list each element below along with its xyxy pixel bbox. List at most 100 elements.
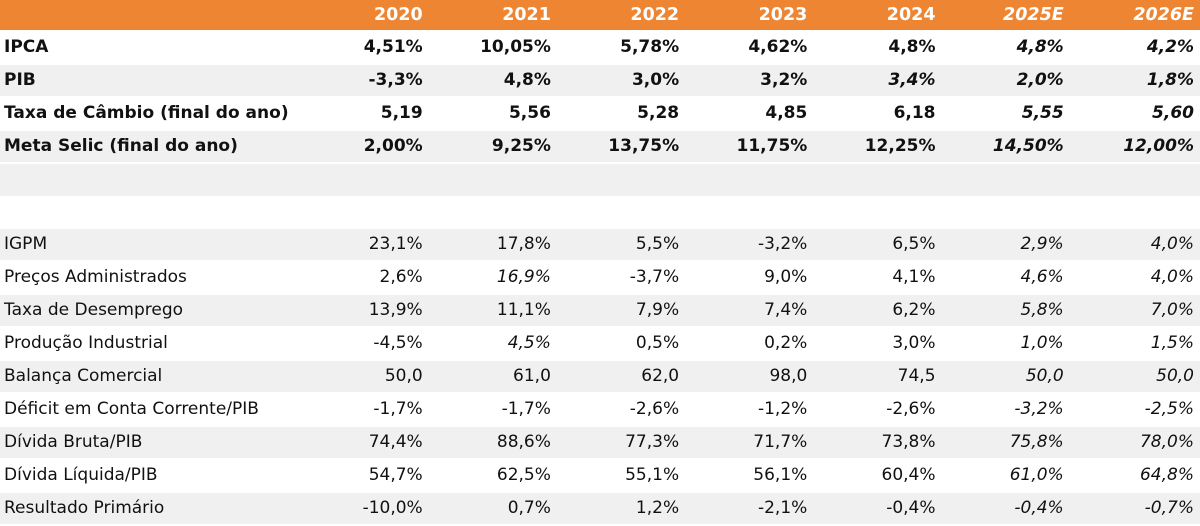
table-row: Taxa de Desemprego 13,9% 11,1% 7,9% 7,4% 6,2%…	[0, 295, 1200, 328]
header-cell-year: 2026E	[1069, 0, 1200, 32]
value-cell: -2,6%	[556, 394, 686, 427]
value-cell: 5,56	[428, 98, 557, 131]
table-row: Dívida Líquida/PIB 54,7% 62,5% 55,1% 56,1% 60…	[0, 460, 1200, 493]
value-cell: -0,7%	[1069, 493, 1200, 526]
value-cell: -1,2%	[685, 394, 814, 427]
value-cell: -2,6%	[813, 394, 942, 427]
value-cell: 6,2%	[813, 295, 942, 328]
value-cell: 5,55	[941, 98, 1070, 131]
value-cell: 54,7%	[300, 460, 429, 493]
value-cell: 12,00%	[1069, 131, 1200, 164]
row-label: PIB	[0, 65, 301, 98]
value-cell: 4,8%	[813, 32, 942, 65]
value-cell: 5,8%	[941, 295, 1070, 328]
table-row: Preços Administrados 2,6% 16,9% -3,7% 9,0% 4,…	[0, 262, 1200, 295]
table-row: IPCA 4,51% 10,05% 5,78% 4,62% 4,8% 4,8% 4,2%	[0, 32, 1200, 65]
table-row: PIB -3,3% 4,8% 3,0% 3,2% 3,4% 2,0% 1,8%	[0, 65, 1200, 98]
row-label: Produção Industrial	[0, 328, 301, 361]
value-cell: 13,75%	[556, 131, 686, 164]
value-cell: 4,51%	[300, 32, 429, 65]
value-cell: 74,5	[813, 361, 942, 394]
value-cell: -3,2%	[941, 394, 1070, 427]
value-cell: 2,6%	[300, 262, 429, 295]
spacer-row	[0, 198, 1200, 229]
value-cell: 4,8%	[428, 65, 557, 98]
table-row: Dívida Bruta/PIB 74,4% 88,6% 77,3% 71,7% 73,8…	[0, 427, 1200, 460]
table-row: Resultado Primário -10,0% 0,7% 1,2% -2,1% -0,…	[0, 493, 1200, 526]
value-cell: -0,4%	[941, 493, 1070, 526]
value-cell: 4,62%	[685, 32, 814, 65]
value-cell: -4,5%	[300, 328, 429, 361]
value-cell: 7,9%	[556, 295, 686, 328]
header-cell-year: 2024	[813, 0, 942, 32]
value-cell: 78,0%	[1069, 427, 1200, 460]
value-cell: 0,5%	[556, 328, 686, 361]
value-cell: 3,0%	[556, 65, 686, 98]
value-cell: 4,2%	[1069, 32, 1200, 65]
value-cell: 23,1%	[300, 229, 429, 262]
value-cell: 77,3%	[556, 427, 686, 460]
value-cell: 6,5%	[813, 229, 942, 262]
value-cell: 55,1%	[556, 460, 686, 493]
value-cell: 62,5%	[428, 460, 557, 493]
value-cell: 5,78%	[556, 32, 686, 65]
value-cell: 4,6%	[941, 262, 1070, 295]
value-cell: -3,2%	[685, 229, 814, 262]
value-cell: 0,2%	[685, 328, 814, 361]
value-cell: 12,25%	[813, 131, 942, 164]
value-cell: 11,1%	[428, 295, 557, 328]
header-cell-year: 2023	[685, 0, 814, 32]
value-cell: 62,0	[556, 361, 686, 394]
value-cell: 1,8%	[1069, 65, 1200, 98]
row-label: IPCA	[0, 32, 301, 65]
value-cell: 60,4%	[813, 460, 942, 493]
value-cell: 4,85	[685, 98, 814, 131]
value-cell: 4,0%	[1069, 262, 1200, 295]
value-cell: 14,50%	[941, 131, 1070, 164]
table-row: Balança Comercial 50,0 61,0 62,0 98,0 74,5 50,…	[0, 361, 1200, 394]
value-cell: 1,2%	[556, 493, 686, 526]
value-cell: 9,25%	[428, 131, 557, 164]
header-row: 2020 2021 2022 2023 2024 2025E 2026E	[0, 0, 1200, 32]
row-label: Balança Comercial	[0, 361, 301, 394]
value-cell: 2,9%	[941, 229, 1070, 262]
value-cell: 4,8%	[941, 32, 1070, 65]
table-row: IGPM 23,1% 17,8% 5,5% -3,2% 6,5% 2,9% 4,0%	[0, 229, 1200, 262]
value-cell: 0,7%	[428, 493, 557, 526]
value-cell: 3,2%	[685, 65, 814, 98]
value-cell: -10,0%	[300, 493, 429, 526]
row-label: Dívida Líquida/PIB	[0, 460, 301, 493]
value-cell: 7,0%	[1069, 295, 1200, 328]
value-cell: 50,0	[300, 361, 429, 394]
value-cell: 71,7%	[685, 427, 814, 460]
value-cell: 5,5%	[556, 229, 686, 262]
table-row: Déficit em Conta Corrente/PIB -1,7% -1,7% -…	[0, 394, 1200, 427]
value-cell: 88,6%	[428, 427, 557, 460]
value-cell: 10,05%	[428, 32, 557, 65]
value-cell: 11,75%	[685, 131, 814, 164]
row-label: Preços Administrados	[0, 262, 301, 295]
header-cell-label	[0, 0, 301, 32]
value-cell: 13,9%	[300, 295, 429, 328]
value-cell: -2,1%	[685, 493, 814, 526]
table-row: Meta Selic (final do ano) 2,00% 9,25% 13,75…	[0, 131, 1200, 164]
value-cell: 4,5%	[428, 328, 557, 361]
value-cell: -3,3%	[300, 65, 429, 98]
value-cell: 61,0	[428, 361, 557, 394]
table-row: Taxa de Câmbio (final do ano) 5,19 5,56 5,2…	[0, 98, 1200, 131]
row-label: IGPM	[0, 229, 301, 262]
header-cell-year: 2021	[428, 0, 557, 32]
value-cell: -3,7%	[556, 262, 686, 295]
header-cell-year: 2025E	[941, 0, 1070, 32]
value-cell: 61,0%	[941, 460, 1070, 493]
value-cell: 7,4%	[685, 295, 814, 328]
value-cell: 17,8%	[428, 229, 557, 262]
spacer-row	[0, 164, 1200, 198]
value-cell: 64,8%	[1069, 460, 1200, 493]
value-cell: 56,1%	[685, 460, 814, 493]
value-cell: 5,28	[556, 98, 686, 131]
row-label: Dívida Bruta/PIB	[0, 427, 301, 460]
value-cell: 9,0%	[685, 262, 814, 295]
value-cell: 75,8%	[941, 427, 1070, 460]
